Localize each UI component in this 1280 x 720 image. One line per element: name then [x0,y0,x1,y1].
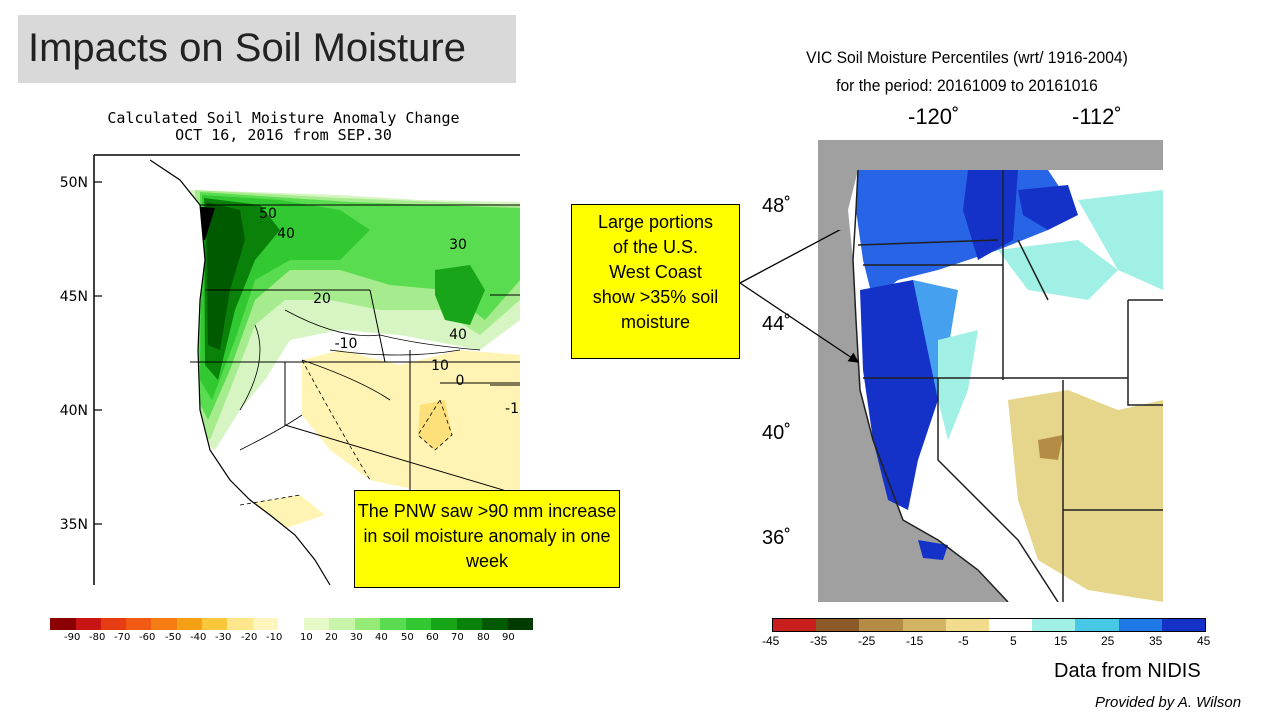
arrow-to-washington [739,230,841,284]
right-lat-label-40: 40˚ [762,422,791,444]
right-colorbar-labels: -45 -35 -25 -15 -5 5 15 25 35 45 [762,634,1211,648]
right-map-northeast-moist [1078,190,1163,290]
left-map-state-borders [190,204,520,496]
right-lat-label-36: 36˚ [762,527,791,549]
contour-label-minus10: -10 [335,336,358,352]
contour-label-20: 20 [313,291,331,307]
right-map-dry-core [1038,435,1063,460]
right-map-title-line2: for the period: 20161009 to 20161016 [836,76,1098,95]
left-colorbar-labels: -90 -80 -70 -60 -50 -40 -30 -20 -10 10 2… [64,632,515,643]
callout-arrows [739,230,860,363]
contour-label-40b: 40 [449,327,467,343]
right-map-montana-wet [1018,185,1078,230]
right-colorbar [772,618,1206,632]
left-lat-label-40n: 40N [60,403,88,419]
west-coast-callout-line2: of the U.S. [612,237,699,257]
left-lat-label-50n: 50N [60,175,88,191]
right-lon-label-120: -120˚ [908,104,960,129]
left-colorbar [50,618,538,630]
contour-label-10: 10 [431,358,449,374]
right-map-idaho-moist [998,240,1118,300]
left-map-green-80 [206,202,245,350]
left-soil-moisture-anomaly-map: 50N 45N 40N 35N 50 40 30 20 40 -10 10 0 … [60,154,520,586]
west-coast-callout-line4: show >35% soil [592,287,719,307]
right-map-south-coast-wet [918,540,948,560]
left-lat-label-45n: 45N [60,289,88,305]
data-source-label: Data from NIDIS [1054,660,1201,682]
left-map-green-blob [435,265,485,325]
west-coast-callout: Large portions of the U.S. West Coast sh… [571,204,740,359]
credit-label: Provided by A. Wilson [1095,694,1242,711]
west-coast-callout-line3: West Coast [609,262,702,282]
west-coast-callout-line1: Large portions [597,212,714,232]
slide-title: Impacts on Soil Moisture [28,26,466,70]
right-vic-percentile-map [818,140,1163,602]
left-map-dry-core [418,400,452,450]
arrow-to-oregon-coast [739,282,860,363]
right-lat-label-44: 44˚ [762,313,791,335]
left-map-dry-region [302,350,520,495]
left-map-coastline [149,159,331,586]
left-map-negative-contours [239,359,453,506]
right-lon-label-112: -112˚ [1072,104,1122,129]
left-map-lat-ticks [94,181,102,525]
pnw-callout-text: The PNW saw >90 mm increase in soil mois… [357,501,617,571]
left-map-contours [239,309,481,451]
pnw-callout: The PNW saw >90 mm increase in soil mois… [354,490,620,588]
right-lat-label-48: 48˚ [762,195,791,217]
left-map-title-line2: OCT 16, 2016 from SEP.30 [175,126,392,144]
right-map-coastal-wet [860,280,938,510]
west-coast-callout-line5: moisture [620,312,691,332]
contour-label-30: 30 [449,237,467,253]
contour-label-0: 0 [456,373,465,389]
contour-label-minus1: -1 [505,401,519,417]
right-map-oregon-moist [913,280,958,400]
right-map-coastline [852,169,1009,602]
contour-label-40a: 40 [277,226,295,242]
contour-label-50: 50 [259,206,277,222]
left-map-ocean [94,155,330,585]
title-background [18,15,516,83]
left-lat-label-35n: 35N [60,517,88,533]
left-map-title-line1: Calculated Soil Moisture Anomaly Change [107,109,460,127]
right-map-state-borders [857,170,1163,602]
right-map-title-line1: VIC Soil Moisture Percentiles (wrt/ 1916… [806,48,1128,67]
right-map-idaho-wet [963,170,1018,260]
right-map-oregon-edge [938,330,978,440]
